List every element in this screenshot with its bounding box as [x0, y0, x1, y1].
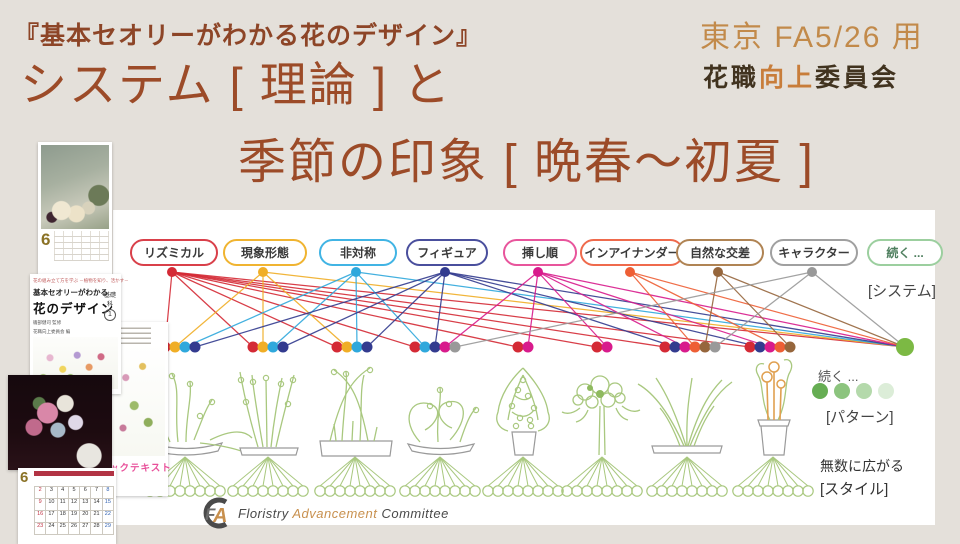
system-node-3[interactable]: 非対称 — [319, 239, 397, 266]
calendar-day-cell: 4 — [56, 486, 69, 499]
footer-organization-name: Floristry Advancement Committee — [238, 505, 449, 521]
calendar-day-cell: 12 — [67, 498, 81, 511]
arrangement-photo — [8, 375, 112, 470]
calendar-day-cell: 21 — [90, 510, 103, 523]
calendar-table: 2 3 4 5 6 7 8 9 10 11 12 13 14 15 16 17 18 19 20 21 22 23 24 25… — [33, 486, 115, 535]
book-tagline: 花の組み立て方を学ぶ －植物を知り、活かす－ — [33, 278, 129, 283]
system-node-4[interactable]: フィギュア — [406, 239, 488, 266]
calendar-day-cell: 9 — [33, 498, 47, 511]
calendar-day-cell: 11 — [56, 498, 69, 511]
org-logo-part2: 向上 — [759, 64, 816, 92]
book-cover: 花の組み立て方を学ぶ －植物を知り、活かす－ 基本セオリーがわかる 花のデザイン… — [30, 274, 129, 394]
calendar-photo-card: 6 — [38, 142, 112, 274]
calendar-day-cell: 13 — [79, 498, 92, 511]
calendar-day-cell: 14 — [90, 498, 103, 511]
pattern-series-dot — [856, 383, 872, 399]
calendar-day-cell: 25 — [56, 522, 69, 535]
calendar-weekday-strip — [34, 471, 114, 476]
pattern-more-label: 続く ... — [818, 369, 859, 384]
book-level-label: 基礎科 — [103, 293, 116, 308]
calendar-day-cell: 18 — [56, 510, 69, 523]
calendar-day-cell: 3 — [45, 486, 58, 499]
calendar-day-cell: 8 — [101, 486, 115, 499]
calendar-day-cell: 27 — [79, 522, 92, 535]
book-credits-2: 花職向上委員会 編 — [33, 329, 71, 334]
event-label: 東京 FA5/26 用 — [700, 21, 924, 54]
system-node-1[interactable]: リズミカル — [130, 239, 218, 266]
calendar-day-cell: 2 — [33, 486, 47, 499]
book-level-number: 1 — [104, 309, 116, 321]
calendar-day-cell: 5 — [67, 486, 81, 499]
system-node-8[interactable]: キャラクター — [770, 239, 858, 266]
calendar-day-cell: 29 — [101, 522, 115, 535]
calendar-day-cell: 24 — [45, 522, 58, 535]
slide-title-line1: システム [ 理論 ] と — [20, 58, 452, 111]
calendar-day-cell: 10 — [45, 498, 58, 511]
org-logo-part1: 花職 — [703, 64, 760, 92]
calendar-day-cell: 15 — [101, 498, 115, 511]
calendar-day-cell: 26 — [67, 522, 81, 535]
calendar-day-cell: 22 — [101, 510, 115, 523]
pattern-series-dot — [834, 383, 850, 399]
style-group-label: [スタイル] — [820, 481, 889, 498]
text-card-label: ックテキスト — [109, 463, 172, 474]
calendar-month: 6 — [41, 230, 51, 249]
slide-title-line2: 季節の印象 [ 晩春～初夏 ] — [238, 136, 815, 189]
svg-text:A: A — [212, 505, 227, 527]
fa-logo-icon: F A — [203, 497, 227, 529]
system-node-2[interactable]: 現象形態 — [223, 239, 307, 266]
pattern-group-label: [パターン] — [826, 409, 894, 426]
system-node-5[interactable]: 挿し順 — [503, 239, 577, 266]
calendar-day-cell: 17 — [45, 510, 58, 523]
organization-logo: 花職向上委員会 — [703, 58, 899, 94]
system-node-9[interactable]: 続く ... — [867, 239, 943, 266]
book-title-small: 基本セオリーがわかる — [33, 288, 108, 297]
calendar-mini-grid — [54, 231, 109, 261]
book-level-badge: 基礎科 1 — [102, 290, 118, 321]
style-expand-label: 無数に広がる — [820, 458, 904, 474]
calendar-day-cell: 23 — [33, 522, 47, 535]
system-node-6[interactable]: インアイナンダー — [580, 239, 684, 266]
book-credits-1: 磯部健司 監修 — [33, 320, 62, 325]
org-logo-part3: 委員会 — [815, 64, 900, 92]
calendar-day-cell: 28 — [90, 522, 103, 535]
calendar-day-cell: 6 — [79, 486, 92, 499]
calendar-day-cell: 19 — [67, 510, 81, 523]
footer-logo: F A Floristry Advancement Committee — [196, 496, 449, 530]
calendar-grid-card: 6 2 3 4 5 6 7 8 9 10 11 12 13 14 15 16 17 18 19 20 21 22 23 24… — [18, 468, 116, 544]
calendar-month: 6 — [20, 469, 29, 486]
calendar-day-cell: 20 — [79, 510, 92, 523]
pattern-series-dot — [878, 383, 894, 399]
calendar-photo — [41, 145, 109, 229]
system-node-7[interactable]: 自然な交差 — [676, 239, 764, 266]
system-group-label: [システム] — [868, 283, 936, 300]
svg-text:F: F — [205, 505, 216, 524]
pattern-series-dot — [812, 383, 828, 399]
calendar-day-cell: 16 — [33, 510, 47, 523]
book-series-kicker: 『基本セオリーがわかる花のデザイン』 — [14, 23, 483, 50]
calendar-day-cell: 7 — [90, 486, 103, 499]
book-title-large: 花のデザイン — [33, 302, 115, 316]
